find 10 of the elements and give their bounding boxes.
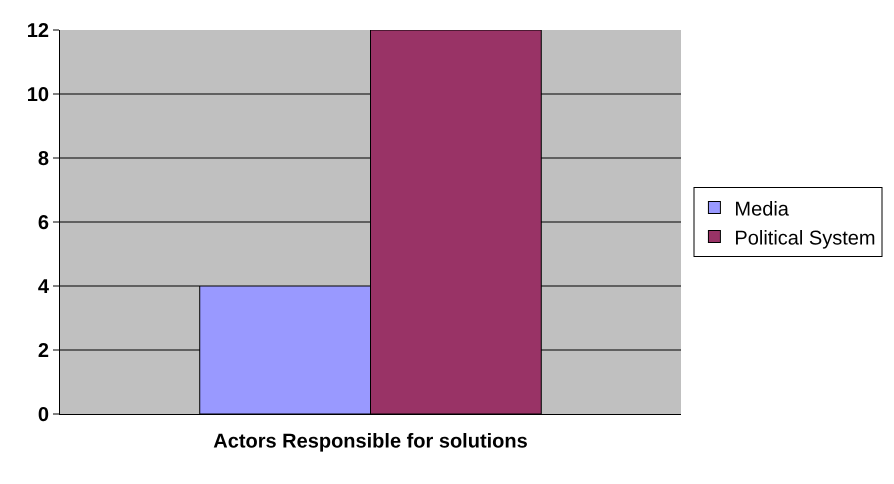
y-tick-label: 12 (26, 20, 49, 42)
y-tick-label: 8 (38, 148, 49, 170)
y-tick-label: 4 (38, 276, 50, 298)
y-tick-label: 10 (26, 84, 49, 106)
legend-label: Political System (734, 227, 876, 250)
legend-label: Media (734, 198, 790, 220)
y-tick-label: 2 (38, 340, 49, 362)
y-tick-label: 6 (38, 212, 49, 234)
x-axis-title: Actors Responsible for solutions (213, 430, 528, 452)
y-tick-label: 0 (38, 404, 49, 426)
